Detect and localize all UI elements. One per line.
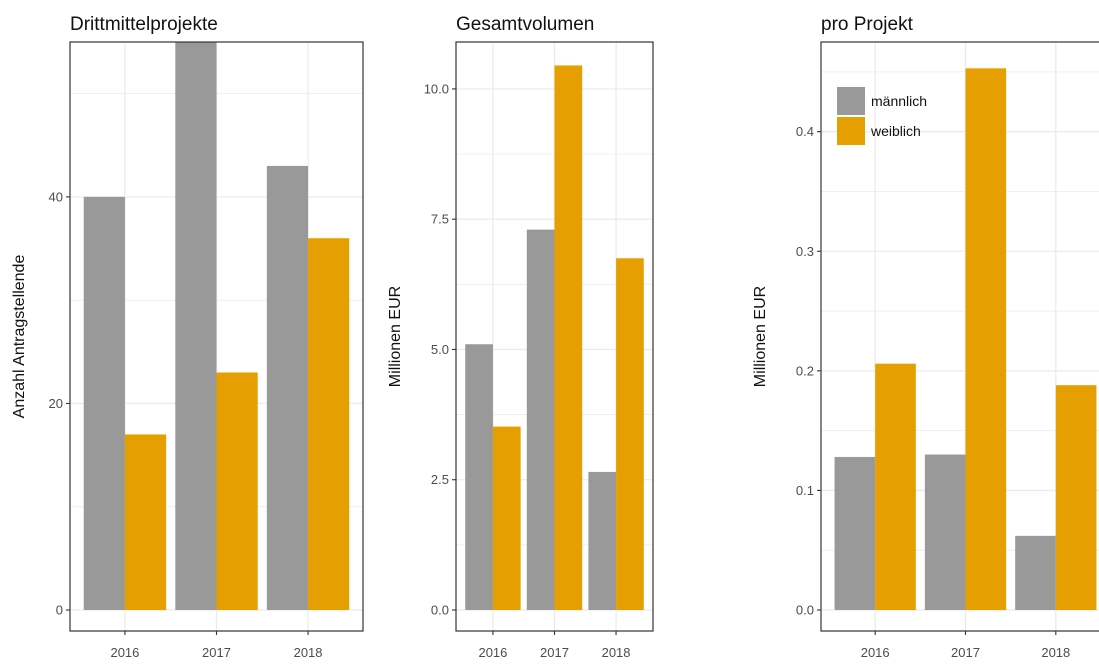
y-tick-label: 0.2	[796, 363, 814, 378]
y-tick-label: 7.5	[431, 212, 449, 227]
x-tick-label-2018: 2018	[602, 645, 631, 660]
bar-weiblich-2017	[965, 68, 1007, 610]
x-tick-label-2018: 2018	[294, 645, 323, 660]
y-tick-label: 2.5	[431, 472, 449, 487]
y-tick-label: 0	[56, 603, 63, 618]
x-tick-label-2018: 2018	[1041, 645, 1070, 660]
y-axis-label: Millionen EUR	[387, 286, 404, 387]
plot-area: männlich weiblich	[821, 42, 1099, 631]
chart-panel-2: 0.0 2.5 5.0 7.5 10.0 2016 2017 2018 Gesamtvolume…	[387, 14, 654, 660]
y-tick-label: 0.3	[796, 244, 814, 259]
y-tick-label: 40	[49, 189, 63, 204]
legend-label: weiblich	[870, 123, 921, 139]
bar-weiblich-2018	[308, 238, 350, 610]
y-axis-label: Millionen EUR	[752, 286, 769, 387]
bar-maennlich-2018	[266, 165, 309, 610]
bar-weiblich-2017	[216, 372, 258, 610]
bar-maennlich-2016	[83, 196, 125, 610]
y-axis-label: Anzahl Antragstellende	[11, 255, 28, 419]
x-tick-label-2017: 2017	[540, 645, 569, 660]
y-tick-label: 0.1	[796, 483, 814, 498]
bar-weiblich-2018	[1055, 385, 1097, 610]
bar-weiblich-2018	[616, 258, 644, 610]
bar-maennlich-2016	[834, 456, 876, 610]
y-tick-label: 0.0	[796, 603, 814, 618]
x-tick-label-2017: 2017	[951, 645, 980, 660]
chart-title: Drittmittelprojekte	[70, 14, 218, 35]
y-tick-label: 0.0	[431, 603, 449, 618]
bar-weiblich-2016	[875, 363, 916, 610]
plot-area	[456, 42, 653, 631]
bar-weiblich-2016	[124, 434, 167, 610]
x-tick-label-2016: 2016	[861, 645, 890, 660]
bar-maennlich-2017	[924, 454, 966, 610]
chart-panel-1: 0 20 40 2016 2017 2018 Drittmittelprojekte Anza…	[11, 14, 364, 660]
chart-panel-3: männlich weiblich 0.0 0.1 0.2 0.3 0.4 2016 2017 2…	[752, 14, 1099, 660]
bar-maennlich-2016	[465, 344, 493, 610]
bar-maennlich-2017	[526, 229, 555, 611]
chart-title: Gesamtvolumen	[456, 14, 594, 35]
x-tick-label-2017: 2017	[202, 645, 231, 660]
bar-maennlich-2018	[588, 471, 617, 610]
legend-key-weiblich	[837, 117, 865, 145]
y-tick-label: 5.0	[431, 342, 449, 357]
y-tick-label: 0.4	[796, 124, 814, 139]
y-tick-label: 20	[49, 396, 63, 411]
legend-key-maennlich	[837, 87, 865, 115]
x-tick-label-2016: 2016	[478, 645, 507, 660]
bar-maennlich-2017	[175, 42, 217, 610]
bar-maennlich-2018	[1015, 535, 1056, 610]
bar-weiblich-2017	[554, 65, 583, 611]
x-tick-label-2016: 2016	[110, 645, 139, 660]
chart-title: pro Projekt	[821, 14, 914, 35]
bar-weiblich-2016	[492, 426, 521, 610]
y-tick-label: 10.0	[424, 81, 449, 96]
plot-area	[70, 42, 363, 631]
legend-label: männlich	[871, 93, 927, 109]
